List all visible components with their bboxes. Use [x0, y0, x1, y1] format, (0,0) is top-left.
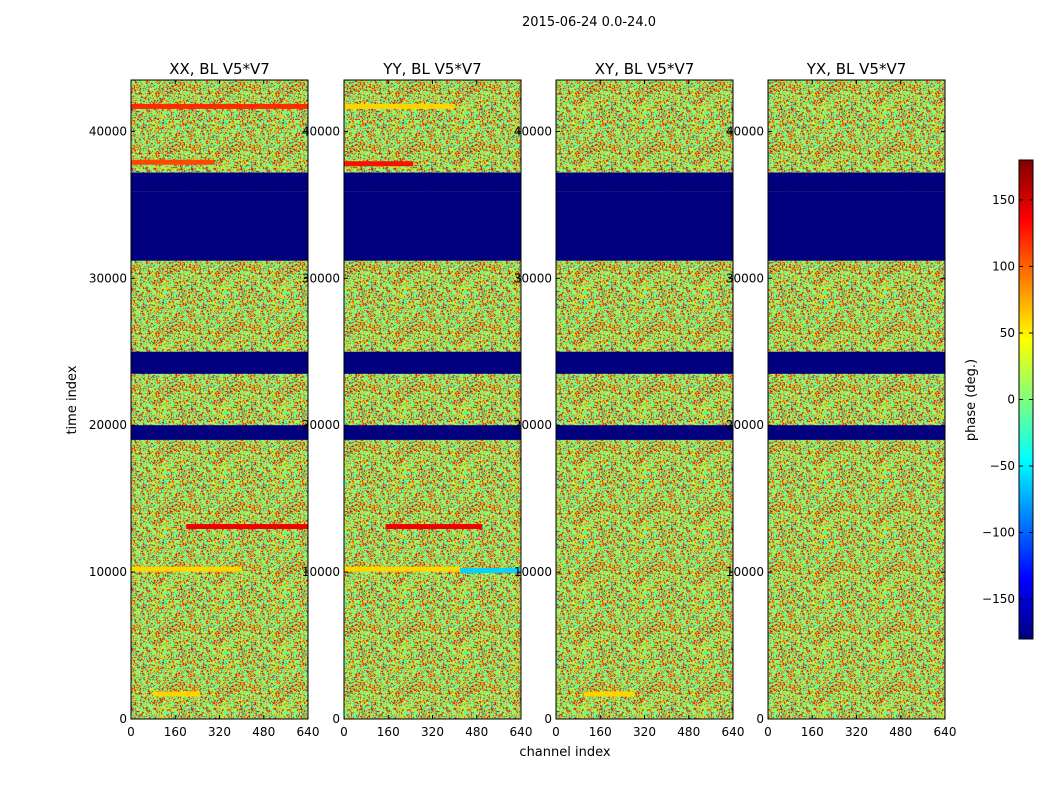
coherent-band [131, 103, 308, 109]
masked-band [131, 351, 308, 374]
coherent-band [344, 161, 414, 167]
y-tick-label: 10000 [302, 565, 340, 579]
x-tick-label: 480 [252, 725, 275, 739]
masked-band [556, 172, 733, 192]
y-tick-label: 10000 [89, 565, 127, 579]
masked-band [768, 172, 945, 192]
coherent-band [131, 159, 214, 165]
panel-title: XY, BL V5*V7 [595, 60, 695, 78]
y-tick-label: 40000 [302, 124, 340, 138]
x-tick-label: 0 [340, 725, 348, 739]
y-tick-label: 0 [332, 712, 340, 726]
colorbar-tick-label: 0 [1007, 393, 1015, 407]
x-tick-label: 480 [465, 725, 488, 739]
masked-band [344, 351, 521, 374]
x-tick-label: 320 [845, 725, 868, 739]
masked-band [768, 425, 945, 440]
masked-band [344, 425, 521, 440]
masked-band [556, 191, 733, 261]
y-tick-label: 20000 [726, 418, 764, 432]
x-tick-label: 160 [377, 725, 400, 739]
coherent-band [186, 524, 308, 530]
panel-title: YX, BL V5*V7 [806, 60, 907, 78]
masked-band [556, 351, 733, 374]
panel-title: YY, BL V5*V7 [382, 60, 481, 78]
masked-band [344, 191, 521, 261]
masked-band [131, 172, 308, 192]
y-tick-label: 30000 [302, 271, 340, 285]
x-tick-label: 640 [510, 725, 533, 739]
colorbar-tick-label: 100 [992, 259, 1015, 273]
x-tick-label: 0 [127, 725, 135, 739]
y-tick-label: 40000 [89, 124, 127, 138]
x-tick-label: 320 [421, 725, 444, 739]
y-tick-label: 40000 [726, 124, 764, 138]
figure-suptitle: 2015-06-24 0.0-24.0 [522, 15, 656, 30]
y-tick-label: 30000 [89, 271, 127, 285]
x-tick-label: 480 [889, 725, 912, 739]
coherent-band [583, 691, 634, 697]
x-tick-label: 640 [297, 725, 320, 739]
y-tick-label: 20000 [89, 418, 127, 432]
x-tick-label: 320 [208, 725, 231, 739]
y-tick-label: 20000 [514, 418, 552, 432]
panel-xy: XY, BL V5*V7 0 160 320 480 640 0 10000 20000 3000… [514, 60, 745, 739]
colorbar-tick-label: −100 [982, 526, 1015, 540]
coherent-band [344, 566, 461, 572]
x-axis-label: channel index [519, 745, 610, 760]
y-tick-label: 30000 [514, 271, 552, 285]
masked-band [131, 191, 308, 261]
y-tick-label: 10000 [726, 565, 764, 579]
x-tick-label: 160 [164, 725, 187, 739]
y-tick-label: 0 [119, 712, 127, 726]
y-tick-label: 30000 [726, 271, 764, 285]
y-tick-label: 40000 [514, 124, 552, 138]
panel-yx: YX, BL V5*V7 0 160 320 480 640 0 10000 20000 3000… [726, 60, 957, 739]
masked-band [344, 172, 521, 192]
coherent-band [385, 524, 483, 530]
panel-title: XX, BL V5*V7 [169, 60, 270, 78]
masked-band [556, 425, 733, 440]
y-tick-label: 10000 [514, 565, 552, 579]
x-tick-label: 640 [722, 725, 745, 739]
x-tick-label: 0 [764, 725, 772, 739]
x-tick-label: 160 [801, 725, 824, 739]
x-tick-label: 480 [677, 725, 700, 739]
coherent-band [131, 566, 242, 572]
colorbar-tick-label: 50 [1000, 326, 1015, 340]
colorbar-tick-label: 150 [992, 193, 1015, 207]
coherent-band [460, 568, 521, 574]
colorbar-tick-label: −50 [990, 459, 1015, 473]
colorbar-label: phase (deg.) [964, 359, 979, 441]
colorbar-tick-label: −150 [982, 592, 1015, 606]
x-tick-label: 0 [552, 725, 560, 739]
y-axis-label: time index [65, 365, 80, 434]
masked-band [768, 351, 945, 374]
panel-xx: XX, BL V5*V7 0 160 320 480 640 0 10000 20000 3000… [65, 60, 319, 739]
coherent-band [153, 691, 201, 697]
y-tick-label: 0 [544, 712, 552, 726]
panel-yy: YY, BL V5*V7 0 160 320 480 640 0 10000 20000 3000… [302, 60, 611, 760]
x-tick-label: 320 [633, 725, 656, 739]
masked-band [768, 191, 945, 261]
y-tick-label: 0 [756, 712, 764, 726]
y-tick-label: 20000 [302, 418, 340, 432]
x-tick-label: 160 [589, 725, 612, 739]
x-tick-label: 640 [934, 725, 957, 739]
masked-band [131, 425, 308, 440]
colorbar: −150 −100 −50 0 50 100 150 [982, 159, 1034, 640]
coherent-band [344, 103, 455, 109]
